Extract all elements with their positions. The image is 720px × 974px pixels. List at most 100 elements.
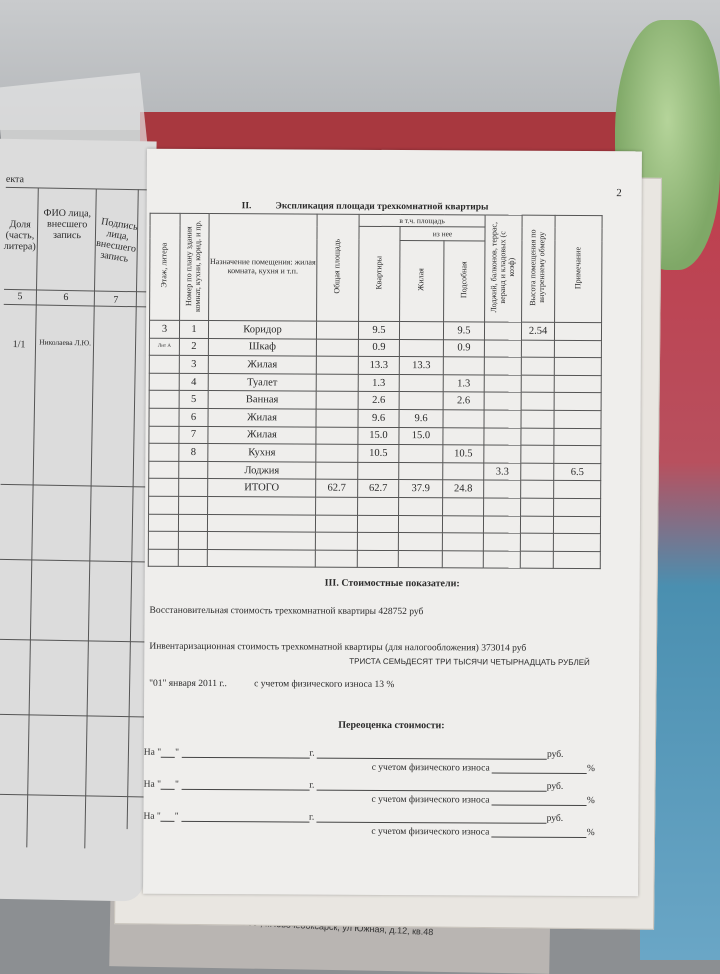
- cell-note: [553, 427, 602, 446]
- cell-aux: 9.5: [443, 321, 485, 340]
- cell-total: [316, 391, 359, 410]
- year-label: г.: [309, 812, 315, 823]
- header-of-which: из нее: [399, 226, 486, 241]
- empty-cell: [553, 533, 601, 552]
- cell-name: Кухня: [207, 443, 316, 462]
- cell-height: [521, 410, 555, 428]
- divider: [0, 793, 146, 798]
- cell-flat: 62.7: [357, 479, 399, 498]
- cell-height: [520, 427, 555, 446]
- section3-title: III. Стоимостные показатели:: [324, 577, 460, 590]
- year-label: г.: [309, 780, 315, 791]
- empty-cell: [148, 531, 179, 550]
- cell-height: [520, 445, 554, 464]
- empty-cell: [553, 498, 601, 517]
- empty-cell: [207, 496, 316, 515]
- empty-cell: [553, 551, 601, 569]
- pct-label: %: [586, 796, 595, 807]
- cell-loggia: [484, 374, 522, 393]
- divider: [5, 186, 156, 191]
- empty-cell: [483, 515, 521, 534]
- cell-no: [178, 461, 208, 479]
- empty-cell: [207, 514, 316, 533]
- cell-note: [554, 339, 602, 358]
- section-numeral: II.: [241, 201, 252, 212]
- empty-cell: [398, 550, 443, 569]
- cell-note: [554, 322, 602, 341]
- section-title-text: Экспликация площади трехкомнатной кварти…: [275, 201, 489, 213]
- cell-floor: [148, 478, 179, 497]
- cell-living: [399, 339, 444, 357]
- cell-note: [554, 392, 602, 411]
- empty-cell: [483, 550, 521, 569]
- quote: ": [174, 811, 179, 822]
- cell-no: 7: [178, 425, 209, 444]
- cell-loggia: [484, 339, 522, 358]
- revaluation-line: На " " г. руб.: [143, 810, 563, 824]
- revaluation-wear-line: с учетом физического износа %: [372, 794, 595, 806]
- cell-total: [316, 356, 359, 375]
- cell-height: [520, 480, 554, 499]
- cell-note: [553, 445, 601, 464]
- divider: [0, 558, 150, 563]
- cell-loggia: [483, 445, 521, 463]
- cell-no: 1: [179, 320, 209, 339]
- revaluation-wear-line: с учетом физического износа %: [372, 762, 595, 774]
- empty-cell: [357, 532, 399, 551]
- empty-cell: [442, 532, 484, 551]
- cell-height: [521, 392, 555, 411]
- cell-aux: 2.6: [443, 392, 485, 410]
- empty-cell: [398, 515, 443, 533]
- cell-note: 6.5: [553, 463, 601, 481]
- cell-flat: 2.6: [358, 391, 400, 410]
- quote: ": [174, 779, 179, 790]
- header-incl: в т.ч. площадь: [359, 214, 486, 227]
- cell-name: Коридор: [208, 320, 317, 339]
- divider: [84, 188, 97, 849]
- cell-floor: [149, 373, 180, 391]
- cell-aux: [443, 356, 485, 375]
- col-share-header: Доля (часть, литера): [3, 218, 36, 253]
- cell-loggia: [484, 357, 522, 375]
- cell-floor: [148, 460, 179, 479]
- cell-height: [521, 357, 555, 376]
- cell-flat: 9.6: [358, 409, 400, 428]
- cell-floor: [149, 408, 180, 426]
- background-red-surface: [140, 112, 660, 152]
- empty-cell: [315, 497, 358, 515]
- document-page: 2 II. Экспликация площади трехкомнатной к…: [143, 148, 642, 897]
- empty-cell: [148, 548, 179, 567]
- quote: ": [175, 747, 180, 758]
- cell-total: 62.7: [315, 479, 358, 498]
- on-label: На ": [143, 779, 161, 790]
- cell-total: [316, 321, 359, 339]
- empty-cell: [483, 533, 521, 551]
- divider: [0, 638, 148, 643]
- empty-cell: [442, 550, 484, 569]
- cell-flat: 1.3: [358, 374, 400, 392]
- cell-floor: [148, 443, 179, 462]
- cell-total: [315, 444, 358, 463]
- empty-cell: [207, 549, 316, 568]
- cell-note: [554, 375, 602, 393]
- header-room-no: Номер по плану здания комнат, кухни, кор…: [179, 213, 210, 321]
- share-value: 1/1: [12, 339, 26, 351]
- on-label: На ": [143, 747, 162, 758]
- cell-floor: [149, 355, 180, 374]
- cell-flat: 10.5: [357, 444, 399, 463]
- cell-name: ИТОГО: [207, 478, 316, 498]
- col-name-header: ФИО лица, внесшего запись: [43, 207, 92, 242]
- empty-cell: [520, 550, 554, 569]
- cell-flat: [357, 462, 399, 480]
- col-number: 5: [17, 291, 23, 303]
- cell-no: 5: [179, 390, 209, 409]
- cell-living: [398, 444, 443, 463]
- cell-no: 2: [179, 337, 209, 356]
- cell-floor: Лит А: [149, 337, 180, 356]
- wear-percent: с учетом физического износа 13 %: [254, 679, 395, 691]
- cell-no: 8: [178, 443, 208, 462]
- empty-cell: [178, 549, 208, 567]
- header-purpose: Назначение помещения: жилая комната, кух…: [208, 213, 318, 322]
- cell-floor: 3: [149, 320, 180, 338]
- cell-name: Туалет: [208, 373, 317, 392]
